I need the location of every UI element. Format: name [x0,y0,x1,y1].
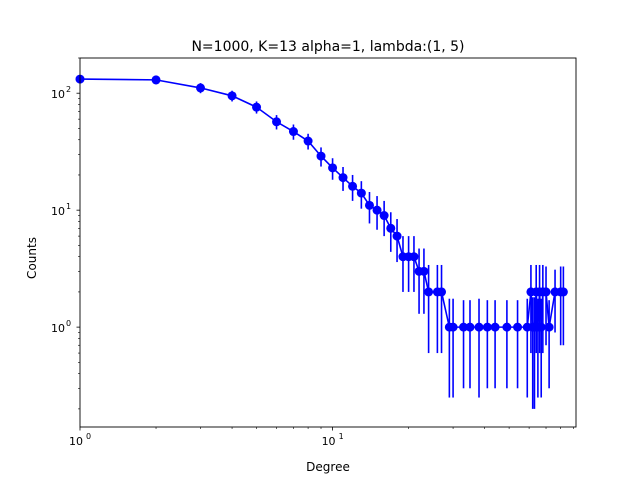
y-tick-label: 10 [51,205,65,218]
data-point [252,102,262,112]
data-point [227,91,237,101]
data-point [541,287,551,297]
data-point [364,200,374,210]
data-point [482,322,492,332]
data-point [544,322,554,332]
x-tick-label: 10 [322,435,336,448]
x-tick-label-exponent: 1 [339,432,344,441]
data-point [448,322,458,332]
y-tick-label: 10 [51,322,65,335]
data-point [437,287,447,297]
data-point [392,231,402,241]
data-point [303,136,313,146]
data-point [536,322,546,332]
data-point [513,322,523,332]
y-axis-label: Counts [25,237,39,279]
data-point [272,117,282,127]
y-tick-label-exponent: 1 [66,202,71,211]
data-point [558,287,568,297]
data-point [386,223,396,233]
data-point [338,173,348,183]
chart-title: N=1000, K=13 alpha=1, lambda:(1, 5) [191,39,464,55]
data-point [409,252,419,262]
plot-area: 10 0 10 110 010 110 2 [51,57,577,448]
data-point [348,181,358,191]
data-point [465,322,475,332]
x-axis-label: Degree [306,460,350,474]
data-point [419,266,429,276]
data-point [502,322,512,332]
data-point [459,322,469,332]
data-point [196,83,206,93]
data-point [151,75,161,85]
data-point [316,151,326,161]
data-point [474,322,484,332]
data-point [372,205,382,215]
axes-frame [79,57,577,428]
data-point [490,322,500,332]
y-tick-label: 10 [51,88,65,101]
data-point [288,127,298,137]
data-point [379,211,389,221]
data-point [328,163,338,173]
y-tick-label-exponent: 0 [66,319,71,328]
data-point [356,188,366,198]
y-tick-label-exponent: 2 [66,85,71,94]
data-point [424,287,434,297]
x-tick-label-exponent: 0 [86,432,91,441]
x-tick-label: 10 [69,435,83,448]
